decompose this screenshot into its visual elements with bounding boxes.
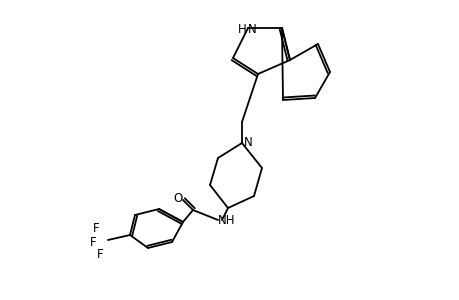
Text: F: F: [96, 248, 103, 260]
Text: O: O: [173, 193, 182, 206]
Text: H: H: [237, 22, 246, 35]
Text: N: N: [243, 136, 252, 148]
Text: NH: NH: [218, 214, 235, 227]
Text: F: F: [92, 221, 99, 235]
Text: N: N: [247, 22, 256, 35]
Text: F: F: [90, 236, 96, 248]
